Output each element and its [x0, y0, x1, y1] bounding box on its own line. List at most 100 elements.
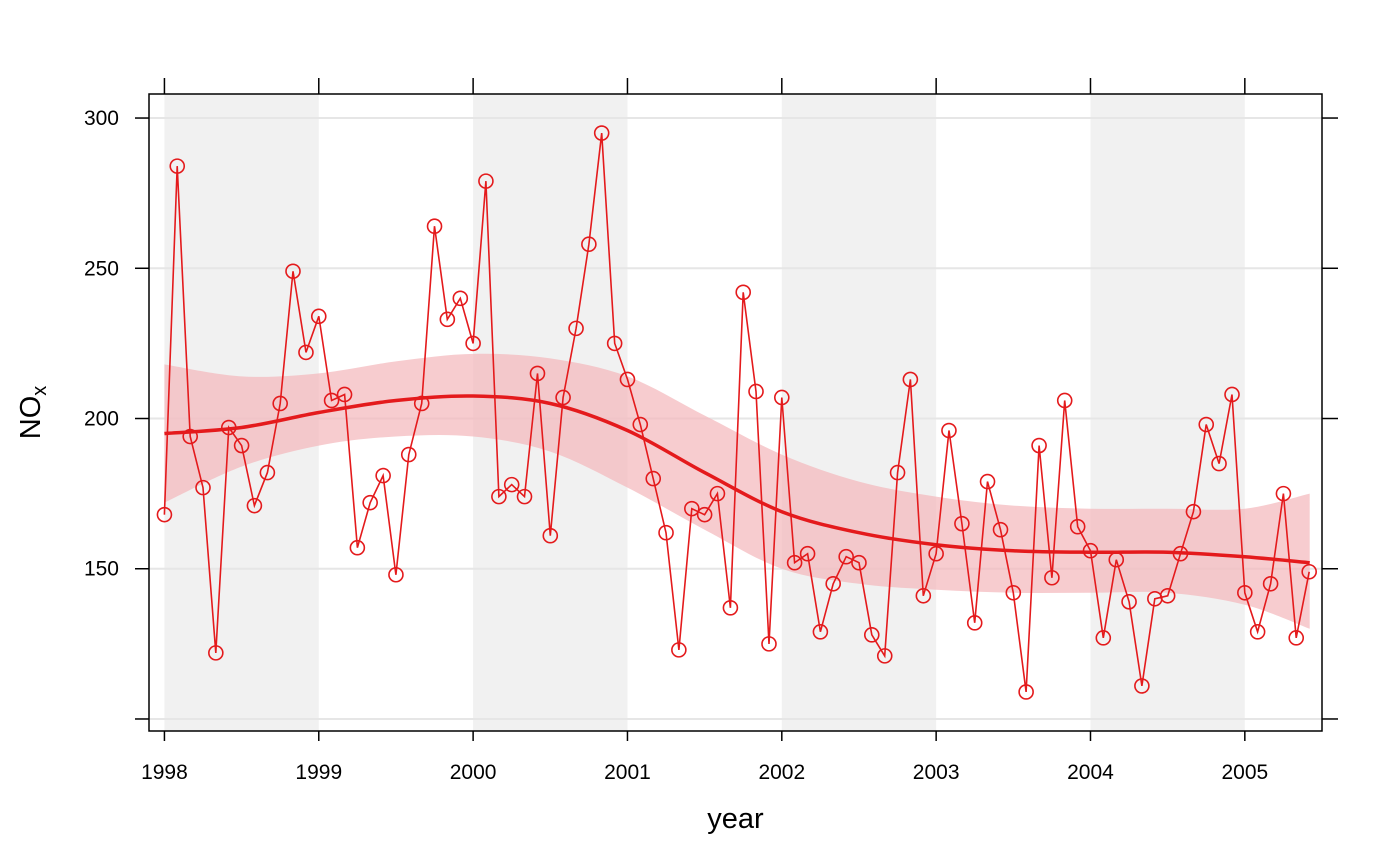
data-point	[568, 320, 584, 337]
data-point	[323, 392, 340, 409]
data-point	[1108, 551, 1125, 568]
x-tick-label: 2000	[450, 761, 497, 784]
data-point	[156, 506, 173, 523]
data-point	[1237, 584, 1253, 601]
data-point	[812, 624, 829, 640]
x-tick-label: 2005	[1221, 761, 1268, 784]
data-point	[516, 488, 533, 505]
y-tick-label: 300	[84, 107, 119, 130]
data-point	[774, 389, 790, 406]
data-point	[954, 515, 970, 532]
y-tick-label: 200	[84, 408, 119, 431]
data-point	[1069, 518, 1086, 535]
data-point	[941, 422, 957, 439]
data-point	[465, 335, 481, 352]
data-point	[208, 645, 224, 661]
data-point	[761, 636, 777, 652]
data-point	[851, 554, 867, 571]
data-point	[233, 437, 250, 454]
data-points	[156, 125, 1317, 700]
data-point	[1172, 545, 1189, 562]
data-point	[619, 371, 636, 388]
data-point	[966, 615, 983, 631]
data-point	[542, 527, 559, 544]
smooth-trend-line	[164, 394, 1310, 565]
data-point	[1159, 587, 1176, 604]
data-point	[1185, 503, 1202, 520]
x-tick-label: 2003	[913, 761, 960, 784]
data-point	[1095, 630, 1112, 646]
data-point	[581, 236, 597, 253]
year-band-2	[781, 94, 937, 731]
data-point	[503, 476, 520, 493]
x-tick-labels: 1998 1999 2000 2001 2002 2003 2004 2005	[141, 761, 1268, 784]
data-point	[876, 648, 893, 664]
data-point	[902, 371, 919, 388]
data-point	[220, 419, 237, 436]
data-point	[1262, 575, 1279, 592]
data-point	[169, 158, 186, 174]
x-tick-label: 2004	[1067, 761, 1114, 784]
data-point	[1211, 455, 1227, 472]
data-point	[696, 506, 713, 523]
y-axis-title-main: NO	[15, 396, 47, 440]
data-point	[272, 395, 288, 412]
data-point	[1275, 485, 1292, 502]
data-point	[491, 488, 507, 505]
data-point	[310, 308, 327, 325]
data-point	[838, 548, 854, 565]
x-tick-label: 1999	[295, 761, 342, 784]
data-point	[182, 428, 199, 445]
data-point	[979, 473, 996, 490]
data-point	[1082, 542, 1099, 559]
data-point	[1301, 563, 1317, 580]
data-point	[863, 627, 880, 643]
data-point	[1005, 584, 1022, 601]
data-point	[375, 467, 391, 484]
data-point	[555, 389, 571, 406]
data-point	[799, 545, 816, 562]
data-point	[259, 464, 276, 481]
data-point	[735, 284, 752, 301]
data-point	[362, 494, 378, 511]
y-axis-title-subscript: x	[29, 386, 51, 396]
data-point	[1288, 630, 1305, 646]
data-point	[529, 365, 546, 382]
data-point	[889, 464, 906, 481]
data-point	[928, 545, 944, 562]
data-point	[336, 386, 353, 403]
x-tick-label: 1998	[141, 761, 188, 784]
data-point	[1056, 392, 1073, 409]
data-point	[684, 500, 700, 517]
plot-frame	[148, 93, 1323, 732]
data-point	[413, 395, 430, 412]
data-point	[992, 521, 1009, 538]
data-point	[1121, 593, 1137, 610]
data-point	[285, 263, 301, 280]
y-tick-label: 250	[84, 257, 119, 280]
data-point	[439, 311, 456, 328]
data-point	[632, 416, 649, 433]
data-point	[645, 470, 662, 487]
data-point	[388, 566, 404, 583]
data-point	[349, 539, 366, 556]
x-tick-label: 2002	[758, 761, 805, 784]
data-point	[1018, 684, 1034, 700]
axis-ticks	[135, 78, 1338, 741]
data-point	[671, 642, 687, 658]
data-point	[1198, 416, 1215, 433]
data-point	[246, 497, 263, 514]
data-point	[709, 485, 726, 502]
x-axis-title: year	[707, 803, 764, 835]
data-point	[478, 173, 494, 189]
data-point	[748, 383, 764, 400]
data-point	[426, 218, 443, 235]
data-point	[195, 479, 211, 496]
data-point	[1224, 386, 1240, 403]
data-point	[825, 575, 841, 592]
data-point	[606, 335, 623, 352]
data-point	[400, 446, 417, 463]
data-point	[1031, 437, 1047, 454]
y-tick-labels: 150 200 250 300	[84, 107, 119, 581]
